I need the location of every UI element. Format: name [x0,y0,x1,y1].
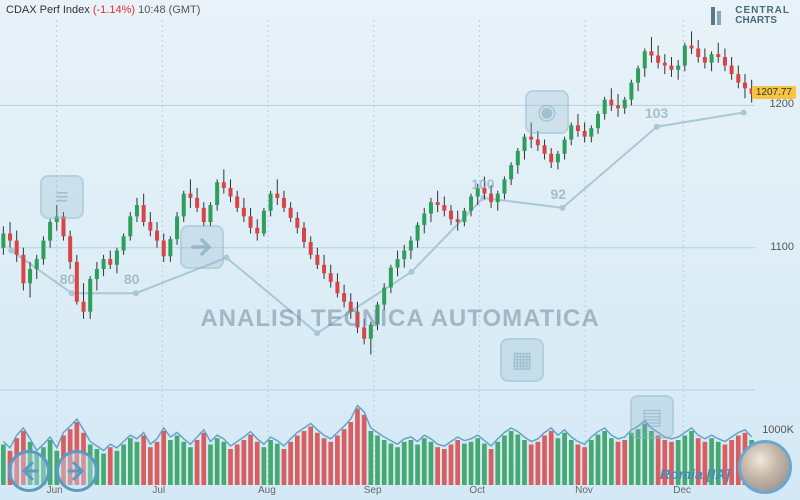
volume-axis-label: 1000K [762,424,794,436]
logo-icon [711,7,729,25]
logo-text: CENTRAL CHARTS [735,6,790,26]
nav-back-button[interactable] [8,450,50,492]
last-price-badge: 1207.77 [752,86,796,99]
indicator-value: 80 [124,271,140,287]
indicator-value: 103 [645,105,668,121]
watermark-icon: ▤ [630,395,674,439]
y-axis-label: 1200 [770,98,794,110]
x-axis-label: Nov [575,485,593,496]
indicator-value: 100 [471,176,494,192]
instrument-name: CDAX Perf Index [6,4,90,16]
y-axis-label: 1100 [770,241,794,253]
price-chart [0,0,800,500]
indicator-value: 80 [60,271,76,287]
x-axis-label: Sep [364,485,382,496]
brand-logo: CENTRAL CHARTS [711,6,790,26]
x-axis-label: Oct [469,485,485,496]
watermark-icon: ▦ [500,338,544,382]
watermark-text: ANALISI TECNICA AUTOMATICA [200,305,599,333]
x-axis-label: Jul [152,485,165,496]
instrument-change: (-1.14%) [93,4,135,16]
indicator-value: 92 [550,186,566,202]
watermark-arrow-icon [180,225,224,269]
watermark-icon: ≡ [40,175,84,219]
watermark-icon: ◉ [525,90,569,134]
assistant-avatar-icon[interactable] [738,440,792,494]
assistant-label: Romia [IA] [660,466,730,482]
x-axis-label: Dec [673,485,691,496]
x-axis-label: Aug [258,485,276,496]
timestamp: 10:48 (GMT) [138,4,200,16]
chart-header: CDAX Perf Index (-1.14%) 10:48 (GMT) [6,4,200,16]
x-axis-label: Jun [47,485,63,496]
